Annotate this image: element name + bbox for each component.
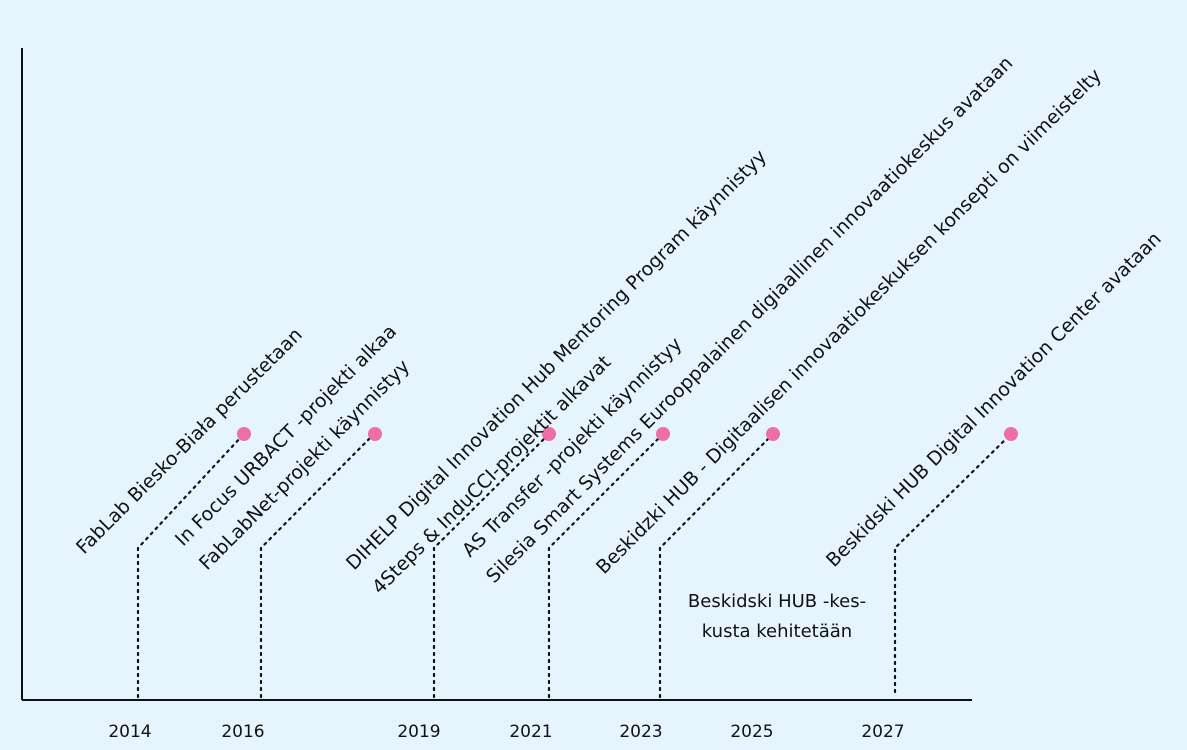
year-label: 2016	[221, 722, 264, 742]
event-dot	[1004, 427, 1018, 441]
connectors	[136, 434, 1011, 699]
event-dot	[542, 427, 556, 441]
year-label: 2014	[108, 722, 151, 742]
note-line-2: kusta kehitetään	[702, 621, 852, 642]
year-label: 2027	[861, 722, 904, 742]
event-label: Beskidski HUB Digital Innovation Center …	[822, 228, 1166, 572]
year-label: 2025	[730, 722, 773, 742]
event-dot	[656, 427, 670, 441]
event-dot	[766, 427, 780, 441]
year-label: 2021	[509, 722, 552, 742]
development-note: Beskidski HUB -kes- kusta kehitetään	[688, 591, 866, 642]
connector-2016	[259, 434, 374, 699]
connector-2023	[658, 434, 773, 699]
event-label: Beskidzki HUB - Digitaalisen innovaatiok…	[592, 64, 1106, 578]
year-label: 2019	[397, 722, 440, 742]
connector-2019	[432, 434, 549, 699]
event-dot	[237, 427, 251, 441]
connector-2014	[136, 434, 244, 699]
event-dot	[368, 427, 382, 441]
year-label: 2023	[619, 722, 662, 742]
event-dots	[237, 427, 1018, 441]
connector-2027	[893, 434, 1011, 694]
connector-2021	[547, 434, 663, 699]
note-line-1: Beskidski HUB -kes-	[688, 591, 866, 612]
event-labels: FabLab Biesko-Biała perustetaan In Focus…	[72, 52, 1166, 598]
year-labels: 2014 2016 2019 2021 2023 2025 2027	[108, 722, 904, 742]
